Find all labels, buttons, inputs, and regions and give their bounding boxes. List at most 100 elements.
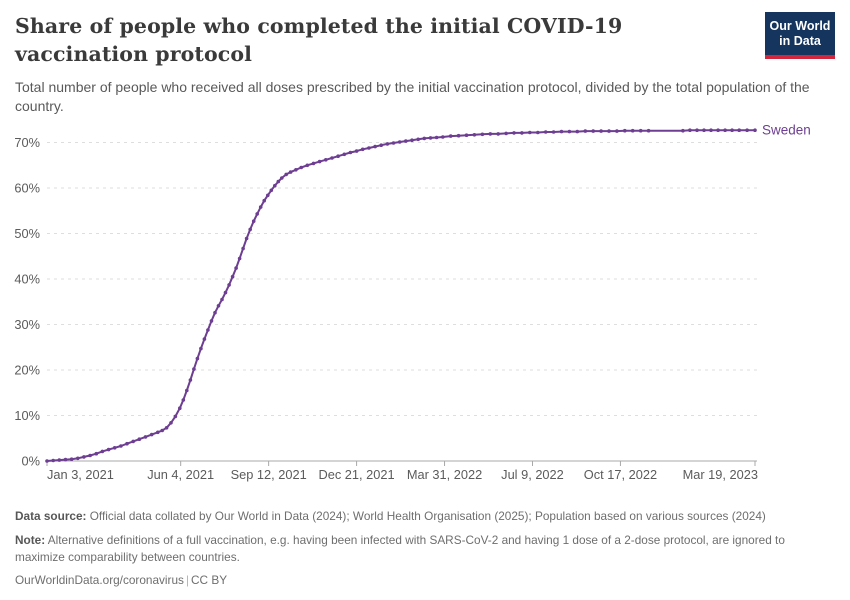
data-point[interactable] [448, 134, 453, 138]
data-point[interactable] [181, 398, 186, 402]
data-point[interactable] [143, 435, 148, 439]
data-point[interactable] [397, 140, 402, 144]
data-point[interactable] [255, 212, 259, 216]
data-point[interactable] [567, 129, 572, 134]
data-point[interactable] [69, 457, 74, 462]
data-point[interactable] [480, 132, 485, 137]
data-point[interactable] [76, 456, 80, 461]
data-point[interactable] [173, 414, 178, 419]
data-point[interactable] [434, 135, 439, 140]
data-point[interactable] [82, 455, 86, 459]
data-point[interactable] [258, 205, 263, 209]
data-point[interactable] [178, 406, 182, 411]
data-point[interactable] [536, 130, 540, 135]
data-point[interactable] [360, 147, 365, 152]
data-point[interactable] [753, 128, 757, 132]
data-point[interactable] [311, 161, 316, 166]
data-point[interactable] [195, 356, 200, 361]
data-point[interactable] [688, 128, 692, 132]
data-point[interactable] [391, 141, 396, 145]
data-point[interactable] [160, 428, 164, 433]
data-point[interactable] [615, 129, 619, 133]
data-point[interactable] [262, 198, 267, 203]
data-point[interactable] [379, 143, 384, 147]
data-point[interactable] [209, 319, 214, 323]
data-point[interactable] [237, 256, 242, 261]
data-point[interactable] [528, 130, 532, 135]
data-point[interactable] [273, 183, 277, 188]
data-point[interactable] [367, 146, 371, 150]
data-point[interactable] [169, 421, 173, 425]
data-point[interactable] [737, 128, 741, 132]
data-point[interactable] [88, 453, 92, 458]
data-point[interactable] [551, 130, 556, 134]
data-point[interactable] [709, 128, 713, 132]
data-point[interactable] [137, 437, 142, 442]
data-point[interactable] [410, 138, 414, 142]
data-point[interactable] [723, 128, 727, 132]
data-point[interactable] [583, 129, 588, 133]
data-point[interactable] [223, 290, 228, 295]
data-point[interactable] [94, 451, 99, 456]
data-point[interactable] [106, 447, 111, 452]
data-point[interactable] [294, 168, 298, 172]
owid-link[interactable]: OurWorldinData.org/coronavirus [15, 573, 184, 588]
data-point[interactable] [213, 310, 217, 315]
data-point[interactable] [185, 388, 189, 393]
data-point[interactable] [288, 170, 293, 174]
data-point[interactable] [520, 131, 524, 135]
data-point[interactable] [745, 128, 749, 132]
data-point[interactable] [464, 133, 469, 137]
data-point[interactable] [227, 283, 231, 287]
data-point[interactable] [57, 458, 62, 462]
data-point[interactable] [422, 136, 427, 141]
data-point[interactable] [251, 219, 256, 223]
data-point[interactable] [623, 128, 627, 133]
data-point[interactable] [512, 131, 516, 135]
data-point[interactable] [472, 133, 477, 137]
data-point[interactable] [119, 444, 123, 448]
data-point[interactable] [716, 128, 720, 132]
data-point[interactable] [241, 246, 245, 251]
data-point[interactable] [336, 154, 340, 158]
data-point[interactable] [280, 176, 284, 180]
data-point[interactable] [269, 188, 274, 193]
data-point[interactable] [199, 346, 203, 351]
data-point[interactable] [630, 128, 635, 133]
data-point[interactable] [681, 128, 685, 133]
series-line-sweden[interactable] [46, 129, 756, 462]
data-point[interactable] [284, 172, 289, 177]
data-point[interactable] [441, 135, 445, 139]
data-point[interactable] [456, 133, 461, 138]
data-point[interactable] [266, 193, 270, 198]
data-point[interactable] [385, 142, 390, 146]
data-point[interactable] [559, 129, 564, 134]
data-point[interactable] [324, 158, 328, 162]
data-point[interactable] [230, 274, 235, 279]
data-point[interactable] [220, 297, 224, 302]
data-point[interactable] [202, 337, 207, 341]
data-point[interactable] [591, 129, 595, 133]
data-point[interactable] [131, 439, 135, 444]
data-point[interactable] [51, 458, 55, 463]
data-point[interactable] [416, 137, 421, 142]
data-point[interactable] [504, 131, 508, 136]
data-point[interactable] [164, 426, 169, 430]
data-point[interactable] [206, 328, 210, 332]
data-point[interactable] [244, 236, 249, 241]
data-point[interactable] [45, 459, 49, 463]
data-point[interactable] [373, 144, 377, 149]
data-point[interactable] [125, 441, 129, 446]
data-point[interactable] [348, 150, 353, 155]
data-point[interactable] [192, 367, 196, 371]
data-point[interactable] [607, 129, 611, 133]
data-point[interactable] [496, 132, 501, 136]
data-point[interactable] [234, 266, 238, 270]
data-point[interactable] [428, 136, 433, 140]
data-point[interactable] [702, 128, 706, 132]
data-point[interactable] [404, 139, 408, 143]
data-point[interactable] [216, 304, 221, 308]
data-point[interactable] [299, 165, 304, 170]
data-point[interactable] [305, 163, 310, 168]
data-point[interactable] [248, 227, 252, 232]
